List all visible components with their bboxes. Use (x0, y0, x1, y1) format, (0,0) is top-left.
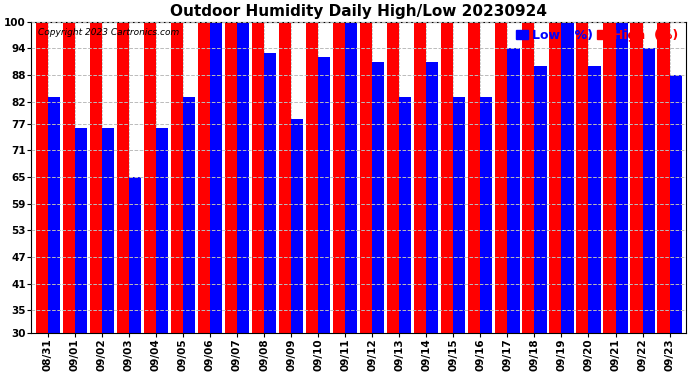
Bar (345, 0, 357, 333)
Bar (562, 0, 573, 333)
Bar (144, 0, 156, 333)
Bar (669, 75, 682, 333)
Bar (279, 0, 291, 333)
Bar (658, 0, 669, 333)
Bar (156, 128, 168, 333)
Bar (333, 0, 345, 333)
Bar (264, 53, 276, 333)
Title: Outdoor Humidity Daily High/Low 20230924: Outdoor Humidity Daily High/Low 20230924 (170, 4, 547, 19)
Bar (400, 97, 411, 333)
Text: Copyright 2023 Cartronics.com: Copyright 2023 Cartronics.com (38, 28, 179, 37)
Bar (631, 0, 642, 333)
Bar (522, 0, 535, 333)
Bar (291, 119, 303, 333)
Bar (426, 62, 438, 333)
Bar (360, 0, 372, 333)
Bar (237, 0, 249, 333)
Bar (495, 0, 507, 333)
Bar (480, 97, 493, 333)
Bar (414, 0, 426, 333)
Bar (468, 0, 480, 333)
Bar (589, 66, 601, 333)
Bar (549, 0, 562, 333)
Bar (198, 0, 210, 333)
Bar (170, 0, 183, 333)
Bar (35, 0, 48, 333)
Bar (48, 97, 60, 333)
Bar (642, 48, 655, 333)
Bar (507, 48, 520, 333)
Bar (453, 97, 466, 333)
Bar (63, 0, 75, 333)
Bar (615, 0, 628, 333)
Bar (102, 128, 114, 333)
Bar (318, 57, 331, 333)
Bar (576, 0, 589, 333)
Bar (535, 66, 546, 333)
Bar (372, 62, 384, 333)
Bar (75, 128, 87, 333)
Bar (603, 0, 615, 333)
Bar (117, 13, 129, 333)
Legend: Low  (%), High  (%): Low (%), High (%) (515, 28, 680, 44)
Bar (387, 0, 400, 333)
Bar (210, 4, 222, 333)
Bar (252, 0, 264, 333)
Bar (306, 0, 318, 333)
Bar (183, 97, 195, 333)
Bar (441, 0, 453, 333)
Bar (129, 177, 141, 333)
Bar (225, 0, 237, 333)
Bar (90, 0, 102, 333)
